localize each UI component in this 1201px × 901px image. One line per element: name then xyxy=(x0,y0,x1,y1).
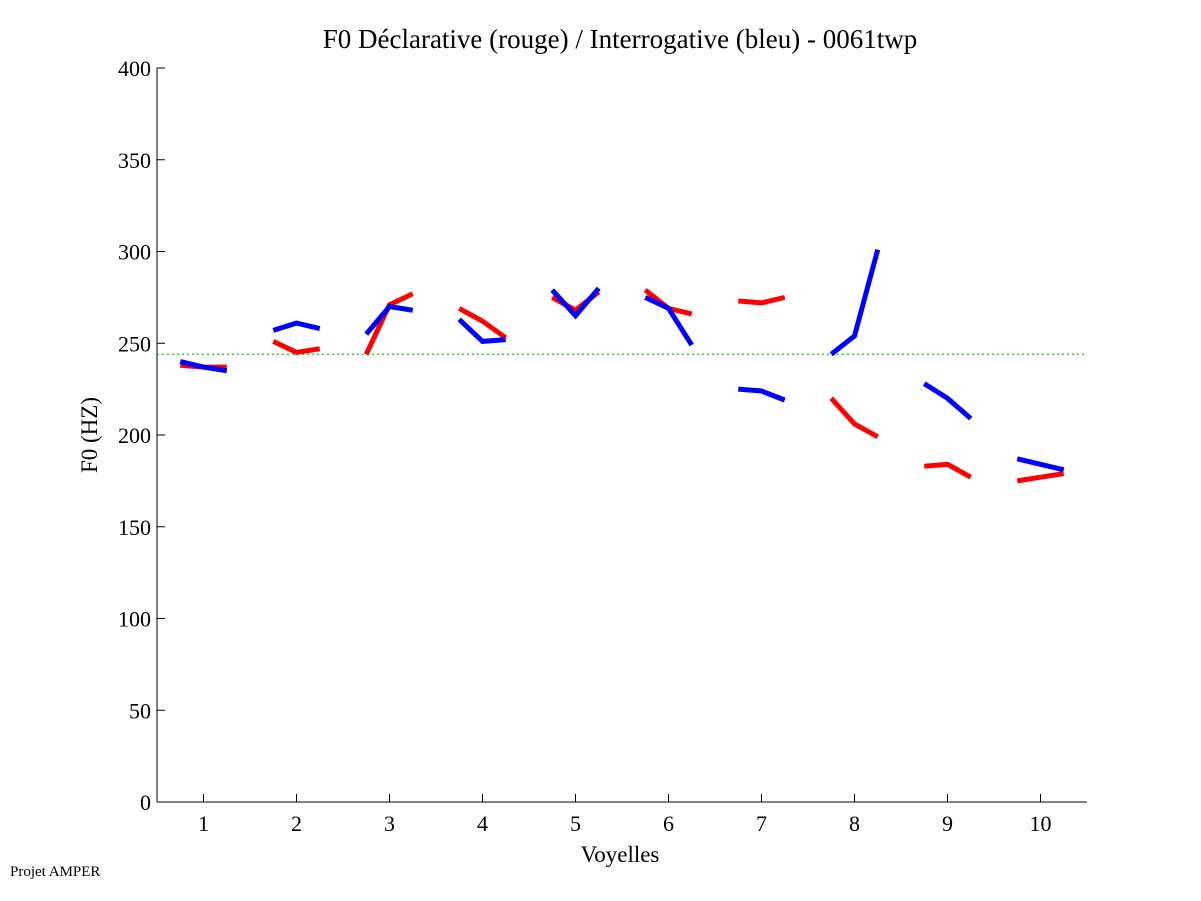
chart-title: F0 Déclarative (rouge) / Interrogative (… xyxy=(323,24,918,54)
declarative-segment-8 xyxy=(829,396,879,440)
y-tick-label: 150 xyxy=(118,515,151,540)
y-tick-label: 400 xyxy=(118,56,151,81)
interrogative-segment-10 xyxy=(1016,456,1065,473)
y-tick-label: 100 xyxy=(118,607,151,632)
interrogative-segment-2 xyxy=(272,320,321,333)
interrogative-segment-6 xyxy=(644,295,694,347)
declarative-segment-10 xyxy=(1016,471,1065,484)
y-tick-label: 0 xyxy=(140,790,151,815)
x-tick-label: 7 xyxy=(756,811,767,836)
interrogative-segment-5 xyxy=(550,286,601,320)
y-tick-label: 300 xyxy=(118,240,151,265)
footer-credit: Projet AMPER xyxy=(10,864,101,880)
interrogative-segment-8 xyxy=(829,249,881,357)
plot-axes: 0 50 100 150 200 250 300 350 400 1 2 3 4 5 6 7 8 9 10 xyxy=(118,56,1087,836)
declarative-segment-4 xyxy=(458,306,508,340)
y-tick-label: 200 xyxy=(118,423,151,448)
declarative-segment-9 xyxy=(924,461,972,480)
x-axis-label: Voyelles xyxy=(581,842,660,867)
x-tick-label: 6 xyxy=(663,811,674,836)
interrogative-segment-9 xyxy=(922,381,973,421)
y-tick-label: 350 xyxy=(118,148,151,173)
x-tick-label: 4 xyxy=(477,811,488,836)
x-tick-label: 3 xyxy=(384,811,395,836)
y-tick-label: 50 xyxy=(129,698,151,723)
declarative-segment-2 xyxy=(272,339,321,356)
x-tick-label: 8 xyxy=(849,811,860,836)
declarative-segment-7 xyxy=(738,294,786,306)
y-tick-label: 250 xyxy=(118,331,151,356)
interrogative-segment-4 xyxy=(457,317,506,344)
x-tick-label: 2 xyxy=(291,811,302,836)
interrogative-segment-1 xyxy=(179,359,228,374)
x-tick-label: 10 xyxy=(1030,811,1052,836)
data-marks xyxy=(157,249,1087,484)
x-tick-label: 5 xyxy=(570,811,581,836)
interrogative-segment-7 xyxy=(738,386,786,403)
x-tick-label: 1 xyxy=(198,811,209,836)
x-tick-label: 9 xyxy=(942,811,953,836)
y-axis-label: F0 (HZ) xyxy=(77,397,102,473)
interrogative-segment-3 xyxy=(364,303,414,336)
